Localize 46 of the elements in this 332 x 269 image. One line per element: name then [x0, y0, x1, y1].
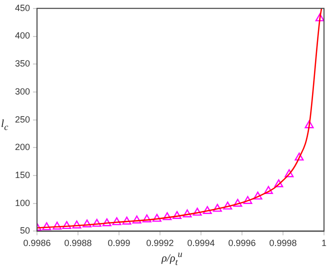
- x-tick-label: 0.999: [108, 238, 130, 248]
- point: [294, 152, 304, 161]
- point: [274, 179, 284, 188]
- point: [212, 204, 222, 212]
- y-tick-label: 450: [14, 2, 30, 13]
- x-tick-label: 0.9986: [23, 238, 51, 248]
- point: [253, 192, 262, 200]
- point: [72, 220, 82, 228]
- point: [62, 221, 72, 230]
- point: [264, 186, 273, 194]
- point: [82, 219, 92, 228]
- point: [42, 222, 52, 230]
- x-tick-label: 0.9988: [64, 238, 92, 248]
- point: [223, 202, 232, 210]
- y-tick-label: 200: [14, 142, 30, 152]
- y-tick-label: 350: [14, 58, 30, 69]
- point: [122, 216, 132, 225]
- point: [92, 218, 102, 227]
- y-axis-title: l$_{c}$: [1, 118, 8, 132]
- point: [315, 13, 324, 22]
- x-tick-label: 0.9996: [228, 238, 256, 248]
- point: [142, 214, 152, 222]
- point: [112, 217, 122, 226]
- y-tick-label: 250: [14, 114, 30, 124]
- point: [132, 216, 142, 224]
- y-tick-label: 300: [14, 86, 30, 96]
- y-tick-label: 150: [14, 170, 30, 180]
- point: [233, 198, 242, 207]
- point: [284, 169, 294, 178]
- point: [162, 212, 172, 220]
- x-tick-label: 0.9994: [187, 238, 215, 248]
- x-tick-label: 0.9998: [269, 238, 297, 248]
- point: [192, 208, 202, 216]
- point: [304, 120, 314, 128]
- point: [52, 222, 62, 230]
- point: [243, 196, 252, 204]
- x-tick-label: 1: [321, 238, 327, 248]
- y-tick-label: 100: [14, 198, 30, 208]
- y-tick-label: 50: [20, 226, 30, 236]
- y-tick-label: 400: [14, 30, 30, 41]
- point: [172, 211, 182, 220]
- point: [152, 214, 162, 222]
- x-tick-label: 0.9992: [146, 238, 174, 248]
- point: [182, 209, 192, 218]
- point: [202, 206, 212, 214]
- point: [102, 218, 112, 226]
